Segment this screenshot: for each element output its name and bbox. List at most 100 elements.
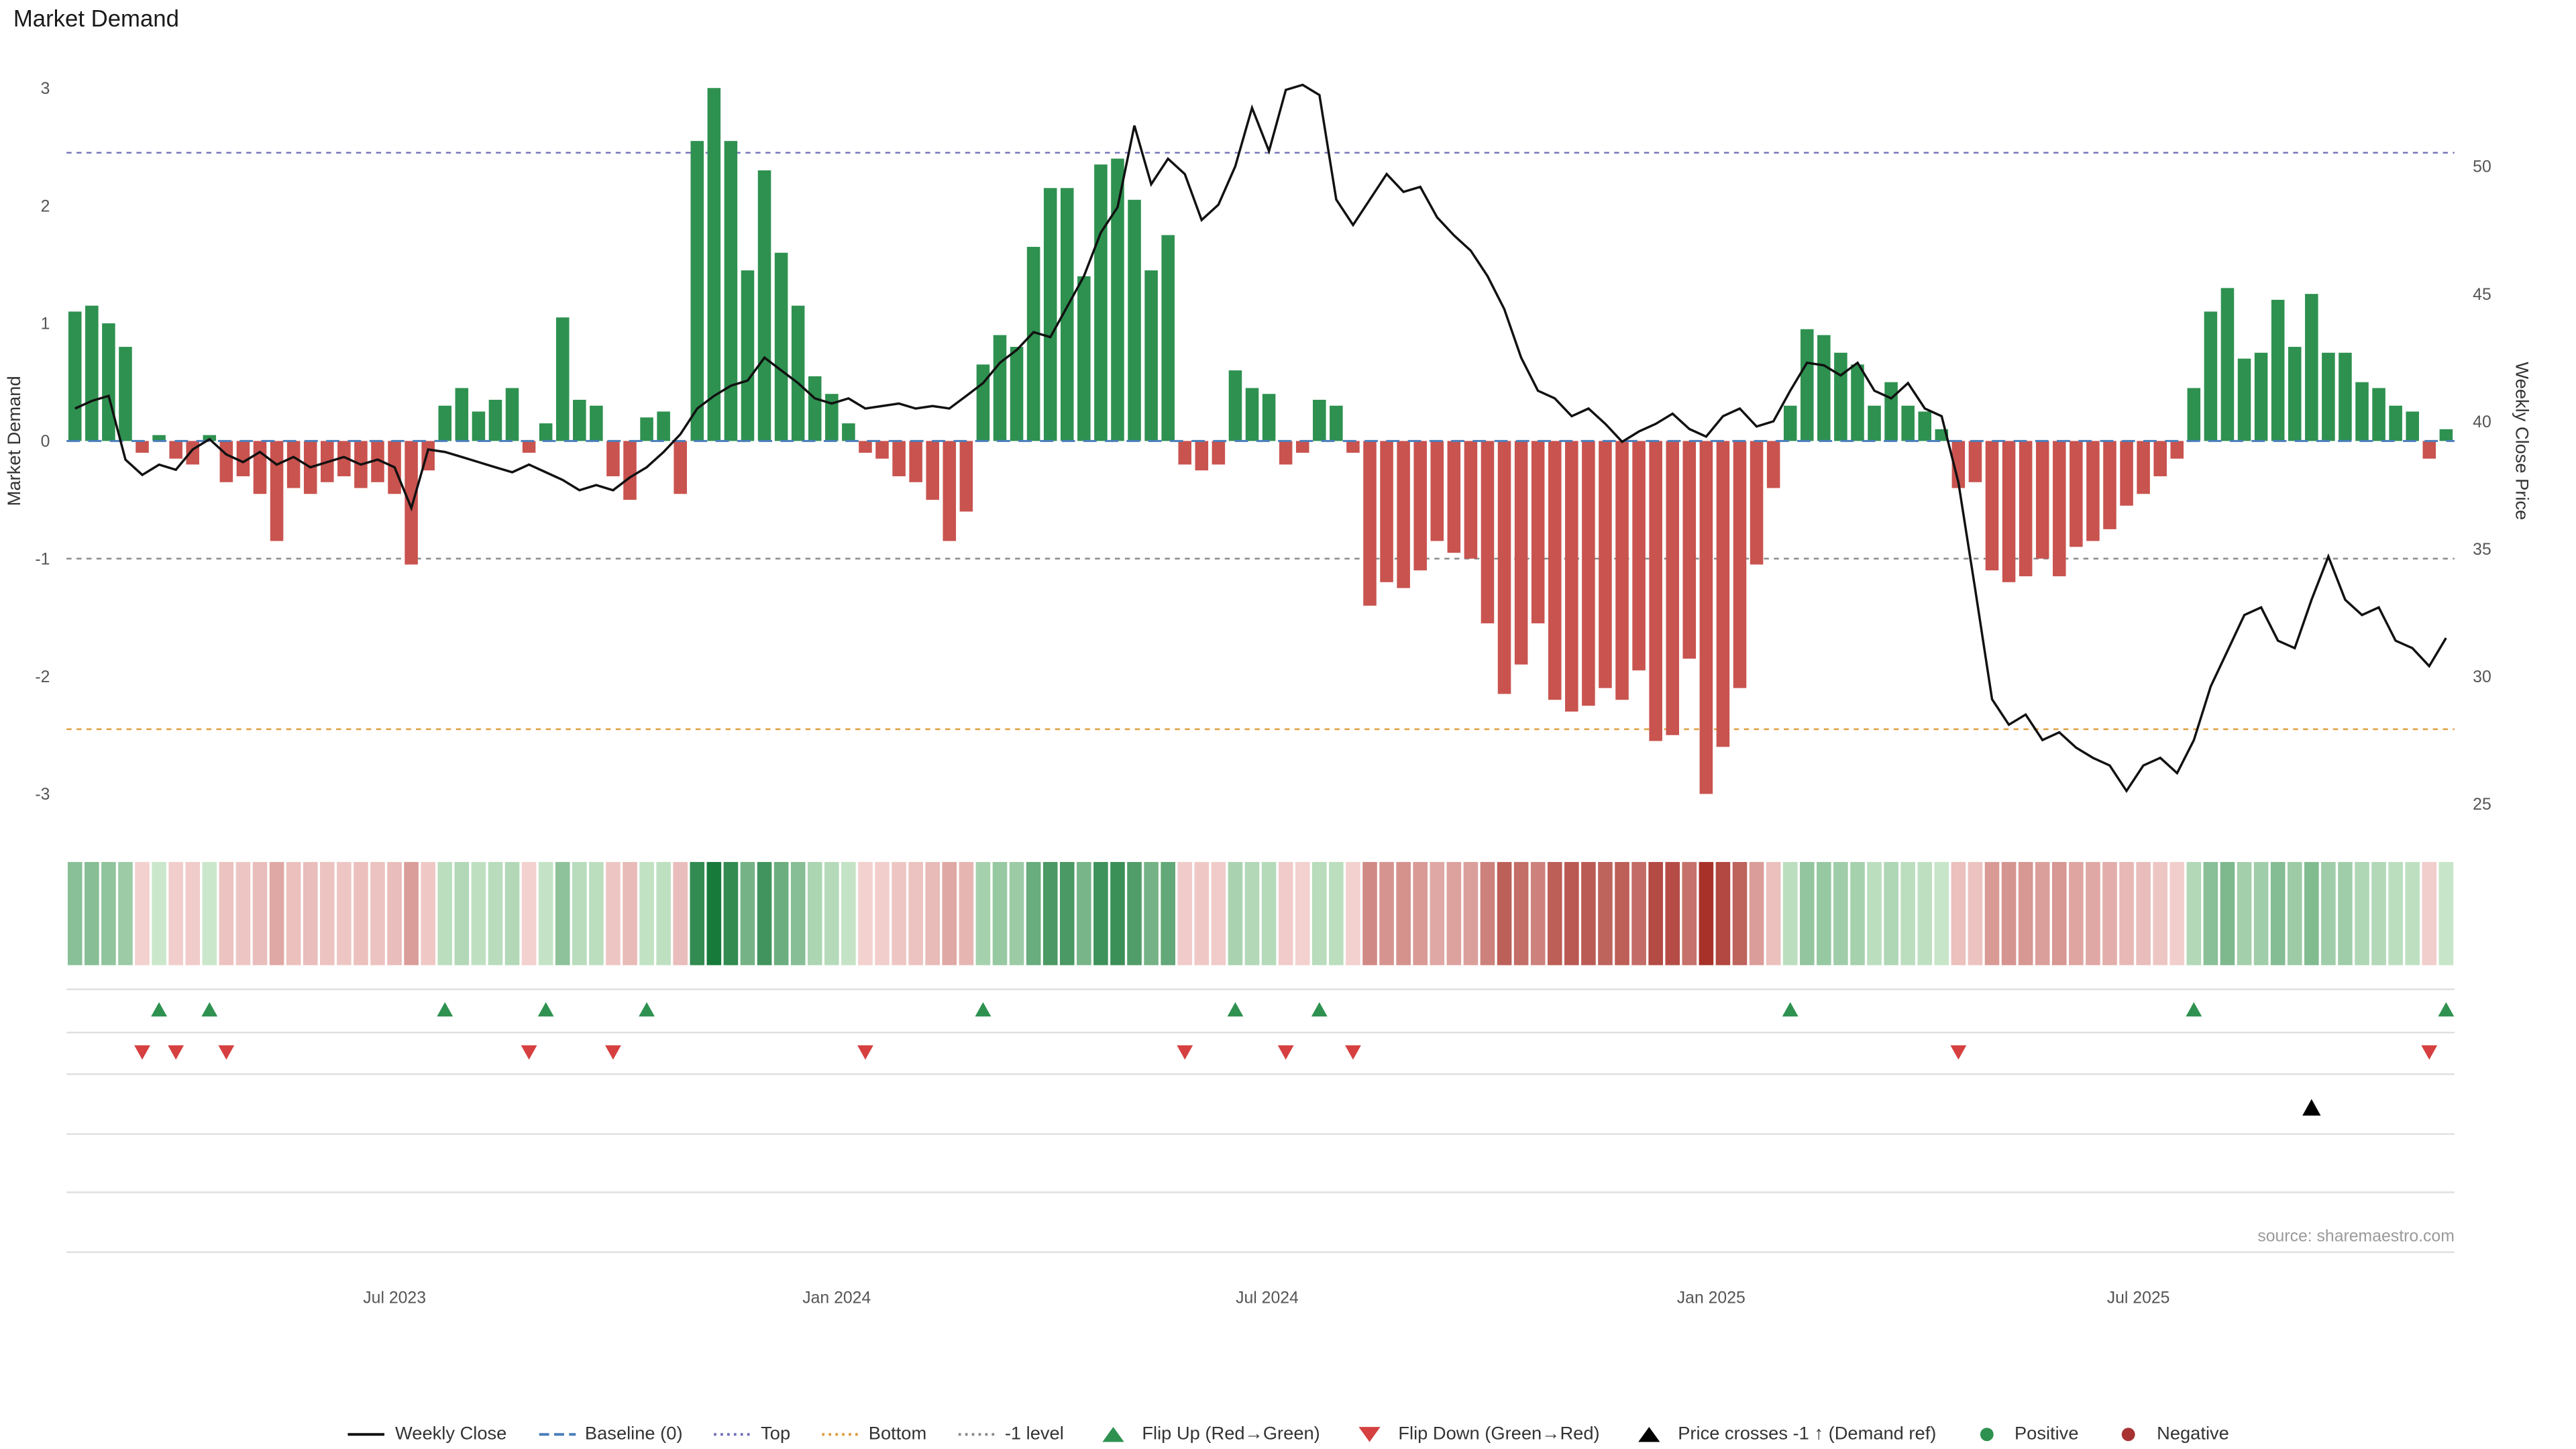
demand-bar-positive (690, 141, 704, 441)
heatmap-cell (2069, 861, 2084, 965)
heatmap-cell (2338, 861, 2353, 965)
demand-bar-positive (1817, 335, 1831, 441)
demand-bar-negative (186, 441, 200, 465)
demand-bar-positive (1128, 199, 1141, 441)
legend-label: Top (761, 1424, 791, 1445)
demand-bar-negative (892, 441, 906, 476)
demand-bar-negative (1985, 441, 1999, 571)
heatmap-cell (925, 861, 941, 965)
flip-up-marker-icon (537, 1002, 554, 1017)
flip-up-marker-icon (1311, 1002, 1328, 1017)
source-text: source: sharemaestro.com (2257, 1228, 2455, 1246)
right-axis-tick: 45 (2473, 286, 2491, 304)
demand-bar-positive (1043, 188, 1057, 441)
heatmap-cell (1077, 861, 1091, 965)
heatmap-cell (2220, 861, 2235, 965)
heatmap-cell (1497, 861, 1512, 965)
heatmap-cell (1329, 861, 1344, 965)
demand-bar-positive (707, 88, 721, 441)
heatmap-cell (1244, 861, 1260, 965)
heatmap-cell (639, 861, 654, 965)
heatmap-cell (488, 861, 503, 965)
demand-bar-negative (2120, 441, 2133, 506)
legend-label: Flip Down (Green→Red) (1398, 1424, 1600, 1445)
demand-bar-positive (2339, 352, 2352, 441)
legend-item-top: Top (712, 1424, 790, 1444)
demand-bar-positive (640, 417, 653, 441)
heatmap-cell (1295, 861, 1310, 965)
flip-down-marker-icon (168, 1045, 184, 1060)
demand-bar-positive (152, 435, 166, 441)
demand-bar-negative (1968, 441, 1982, 482)
heatmap-cell (1530, 861, 1546, 965)
demand-bar-positive (808, 376, 822, 441)
heatmap-cell (1480, 861, 1495, 965)
demand-bar-positive (102, 323, 115, 441)
heatmap-cell (85, 861, 99, 965)
heatmap-cell (1665, 861, 1680, 965)
demand-bar-negative (859, 441, 872, 453)
demand-bar-negative (270, 441, 284, 541)
heatmap-cell (1732, 861, 1748, 965)
heatmap-cell (269, 861, 284, 965)
flip-up-marker-icon (639, 1002, 655, 1017)
heatmap-cell (1968, 861, 1983, 965)
flip-up-marker-icon (201, 1002, 218, 1017)
triangle-up-icon (1638, 1427, 1661, 1442)
demand-bar-positive (774, 252, 788, 441)
triangle-up-icon (1103, 1427, 1125, 1442)
flip-up-marker-icon (1782, 1002, 1799, 1017)
heatmap-cell (606, 861, 621, 965)
heatmap-cell (1312, 861, 1327, 965)
heatmap-cell (354, 861, 368, 965)
heatmap-cell (1615, 861, 1629, 965)
heatmap-cell (303, 861, 318, 965)
demand-bar-positive (2237, 358, 2251, 441)
heatmap-cell (1749, 861, 1764, 965)
demand-bar-negative (1212, 441, 1226, 465)
demand-bar-positive (1060, 188, 1074, 441)
heatmap-cell (1867, 861, 1882, 965)
heatmap-cell (975, 861, 991, 965)
heatmap-cell (67, 861, 83, 965)
heatmap-cell (1900, 861, 1915, 965)
heatmap-cell (1396, 861, 1411, 965)
heatmap-cell (2186, 861, 2202, 965)
heatmap-cell (2371, 861, 2386, 965)
demand-bar-negative (1632, 441, 1646, 671)
demand-bar-positive (1313, 399, 1326, 441)
flip-down-marker-icon (1177, 1045, 1193, 1060)
demand-bar-positive (1851, 364, 1864, 441)
heatmap-cell (337, 861, 352, 965)
heatmap-cell (2153, 861, 2168, 965)
heatmap-cell (2102, 861, 2117, 965)
heatmap-cell (1194, 861, 1210, 965)
demand-bar-negative (371, 441, 384, 482)
legend-label: Bottom (868, 1424, 927, 1445)
demand-bar-positive (1094, 164, 1108, 441)
legend-item-flip-up-red-green: Flip Up (Red→Green) (1093, 1424, 1320, 1444)
demand-bar-positive (1010, 347, 1024, 441)
heatmap-cell (942, 861, 957, 965)
heatmap-cell (286, 861, 301, 965)
demand-bar-negative (1447, 441, 1461, 553)
demand-bar-positive (2220, 288, 2235, 441)
right-axis-tick: 50 (2473, 158, 2491, 176)
demand-bar-negative (1716, 441, 1730, 747)
heatmap-cell (1110, 861, 1125, 965)
flip-down-marker-icon (1950, 1045, 1967, 1060)
heatmap-cell (1682, 861, 1697, 965)
demand-bar-positive (539, 423, 553, 441)
heatmap-cell (992, 861, 1008, 965)
heatmap-cell (2018, 861, 2033, 965)
right-axis-tick: 30 (2473, 668, 2491, 686)
legend-item-1-level: -1 level (957, 1424, 1064, 1444)
demand-bar-positive (573, 399, 586, 441)
heatmap-cell (421, 861, 435, 965)
demand-bar-positive (2305, 294, 2318, 441)
demand-bar-positive (724, 141, 738, 441)
price-cross-marker-icon (2302, 1099, 2321, 1116)
demand-bar-negative (253, 441, 267, 494)
heatmap-cell (2388, 861, 2403, 965)
heatmap-cell (959, 861, 974, 965)
